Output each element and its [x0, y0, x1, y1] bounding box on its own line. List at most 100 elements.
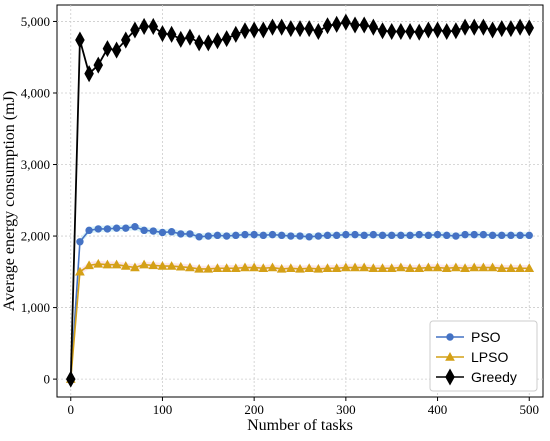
lpso-point [102, 259, 113, 269]
greedy-point [359, 16, 369, 34]
lpso-point [340, 262, 351, 272]
grid-layer [57, 5, 543, 397]
greedy-point [130, 21, 140, 39]
pso-point [305, 233, 313, 241]
lpso-point [175, 261, 186, 271]
lpso-point [75, 266, 85, 276]
x-axis-title: Number of tasks [247, 417, 353, 434]
lpso-point [432, 262, 443, 272]
lpso-point [221, 263, 232, 272]
legend-pso-marker [446, 333, 454, 341]
legend: PSO LPSO Greedy [429, 320, 538, 392]
pso-point [204, 232, 213, 240]
greedy-point [451, 22, 461, 40]
greedy-point [102, 40, 113, 58]
pso-point [351, 230, 359, 239]
x-tick-label: 0 [68, 402, 75, 417]
legend-greedy-marker [445, 368, 455, 386]
greedy-point [185, 28, 195, 46]
pso-point [149, 227, 157, 235]
greedy-point [157, 25, 168, 43]
lpso-point [120, 261, 131, 270]
lpso-point [506, 263, 516, 272]
greedy-point [496, 20, 507, 38]
lpso-point [276, 263, 287, 273]
lpso-point [524, 263, 535, 272]
pso-point [167, 228, 176, 236]
lpso-point [93, 258, 104, 268]
x-tick-label: 300 [336, 402, 356, 417]
greedy-point [139, 17, 149, 35]
pso-point [158, 228, 167, 237]
y-tick-label: 3,000 [21, 157, 50, 172]
lpso-point [111, 259, 122, 269]
greedy-point [84, 65, 94, 83]
greedy-point [286, 20, 296, 38]
greedy-point [65, 370, 76, 388]
lpso-point [203, 263, 214, 273]
greedy-point [524, 19, 535, 37]
greedy-point [414, 23, 424, 41]
legend-lpso-label: LPSO [471, 349, 508, 365]
legend-lpso-marker [445, 351, 455, 361]
pso-point [433, 230, 442, 239]
pso-point [378, 231, 387, 240]
legend-pso-label: PSO [471, 329, 501, 345]
greedy-point [331, 15, 342, 33]
lpso-series [65, 258, 535, 383]
greedy-point [423, 21, 434, 39]
lpso-point [451, 262, 461, 272]
lpso-point [368, 263, 379, 272]
lpso-point [331, 263, 342, 272]
lpso-point [295, 263, 305, 273]
pso-point [525, 231, 533, 240]
pso-band [79, 223, 530, 245]
lpso-point [258, 263, 269, 272]
lpso-point [322, 263, 333, 272]
greedy-point [111, 41, 122, 59]
greedy-point [240, 22, 250, 40]
pso-point [259, 231, 268, 240]
x-tick-label: 100 [153, 402, 173, 417]
lpso-point [469, 262, 480, 272]
lpso-point [230, 263, 241, 272]
greedy-point [212, 32, 223, 50]
pso-point [85, 226, 93, 235]
pso-point [287, 232, 295, 240]
pso-point [250, 230, 258, 239]
greedy-point [341, 13, 351, 31]
pso-point [241, 230, 249, 239]
y-tick-label: 5,000 [21, 14, 50, 29]
lpso-point [139, 259, 149, 269]
greedy-point [515, 18, 525, 36]
greedy-series [65, 13, 535, 388]
greedy-point [267, 18, 278, 36]
greedy-point [231, 25, 241, 43]
lpso-point [441, 263, 452, 272]
plot-frame [56, 4, 544, 398]
legend-greedy-label: Greedy [471, 369, 517, 385]
greedy-point [469, 18, 479, 36]
pso-point [186, 230, 194, 238]
greedy-point [441, 22, 452, 40]
pso-point [470, 230, 478, 239]
pso-point [323, 231, 332, 240]
greedy-point [93, 56, 104, 74]
greedy-point [432, 21, 443, 39]
y-tick-label: 0 [44, 372, 51, 387]
lpso-point [249, 262, 260, 272]
pso-point [103, 225, 112, 233]
lpso-point [212, 263, 223, 272]
pso-point [314, 232, 323, 240]
greedy-point [176, 30, 186, 48]
y-tick-label: 2,000 [21, 229, 50, 244]
lpso-point [377, 263, 388, 272]
series-layer [65, 13, 535, 388]
greedy-point [350, 16, 360, 34]
legend-box [429, 320, 538, 392]
y-tick-label: 1,000 [21, 300, 50, 315]
x-tick-label: 500 [519, 402, 539, 417]
greedy-point [221, 30, 232, 48]
greedy-point [460, 18, 470, 36]
lpso-point [396, 262, 406, 272]
